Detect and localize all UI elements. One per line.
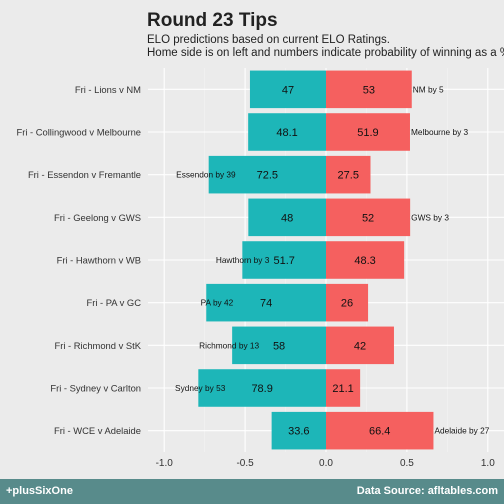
- category-label: Fri - Essendon v Fremantle: [28, 169, 141, 180]
- bar-away: [326, 198, 411, 237]
- x-tick-label: 0.0: [319, 458, 333, 469]
- category-label: Fri - Richmond v StK: [55, 340, 142, 351]
- bar-home: [242, 241, 326, 279]
- margin-label: Essendon by 39: [176, 170, 236, 180]
- bar-home: [249, 70, 326, 109]
- data-label-home: 48.1: [276, 127, 297, 139]
- margin-label: PA by 42: [201, 298, 234, 308]
- bar-home: [248, 198, 326, 237]
- bar-away: [326, 113, 410, 151]
- margin-label: Adelaide by 27: [434, 426, 489, 436]
- margin-label: Richmond by 13: [199, 340, 259, 350]
- bar-away: [326, 326, 394, 365]
- data-label-away: 52: [362, 212, 374, 224]
- data-label-away: 66.4: [369, 426, 390, 438]
- data-label-home: 33.6: [288, 426, 309, 438]
- data-label-home: 48: [281, 212, 293, 224]
- data-label-away: 27.5: [338, 170, 359, 182]
- margin-label: Melbourne by 3: [411, 127, 469, 137]
- bar-away: [326, 155, 371, 194]
- bar-away: [326, 369, 361, 407]
- chart-subtitle-line-1: ELO predictions based on current ELO Rat…: [147, 34, 390, 46]
- bar-away: [326, 283, 369, 322]
- category-label: Fri - WCE v Adelaide: [54, 425, 141, 436]
- footer-brand: +plusSixOne: [6, 485, 73, 497]
- category-label: Fri - Sydney v Carlton: [50, 383, 141, 394]
- bar-home: [206, 283, 326, 322]
- data-label-home: 47: [282, 84, 294, 96]
- data-label-away: 53: [363, 84, 375, 96]
- bar-away: [326, 411, 434, 450]
- category-label: Fri - Lions v NM: [75, 84, 141, 95]
- data-label-home: 74: [260, 298, 272, 310]
- bar-home: [208, 155, 326, 194]
- margin-label: Sydney by 53: [175, 383, 226, 393]
- bar-home: [248, 113, 326, 151]
- x-tick-label: 1.0: [481, 458, 495, 469]
- data-label-home: 58: [273, 340, 285, 352]
- x-tick-label: -1.0: [156, 458, 174, 469]
- data-label-away: 42: [354, 340, 366, 352]
- data-label-away: 21.1: [332, 383, 353, 395]
- category-label: Fri - PA v GC: [86, 297, 141, 308]
- plot-area: 47 53 NM by 5 Fri - Lions v NM 48.1 51.9 Melbo…: [16, 68, 504, 469]
- data-label-home: 72.5: [257, 170, 278, 182]
- data-label-away: 51.9: [357, 127, 378, 139]
- x-tick-label: -0.5: [236, 458, 254, 469]
- chart-subtitle-line-2: Home side is on left and numbers indicat…: [147, 47, 504, 59]
- margin-label: Hawthorn by 3: [216, 255, 270, 265]
- footer-bar: +plusSixOne Data Source: afltables.com: [0, 479, 504, 504]
- chart-title: Round 23 Tips: [147, 10, 278, 31]
- bar-home: [271, 411, 326, 450]
- bar-away: [326, 241, 405, 279]
- data-label-away: 48.3: [354, 255, 375, 267]
- category-label: Fri - Collingwood v Melbourne: [16, 127, 141, 138]
- data-label-home: 51.7: [273, 255, 294, 267]
- data-label-away: 26: [341, 298, 353, 310]
- data-label-home: 78.9: [251, 383, 272, 395]
- bar-away: [326, 70, 412, 109]
- margin-label: GWS by 3: [411, 212, 449, 222]
- category-label: Fri - Geelong v GWS: [54, 212, 141, 223]
- margin-label: NM by 5: [413, 84, 444, 94]
- category-label: Fri - Hawthorn v WB: [57, 255, 141, 266]
- x-tick-label: 0.5: [400, 458, 414, 469]
- bar-home: [198, 369, 326, 407]
- bar-home: [232, 326, 326, 365]
- footer-data-source: Data Source: afltables.com: [356, 485, 498, 497]
